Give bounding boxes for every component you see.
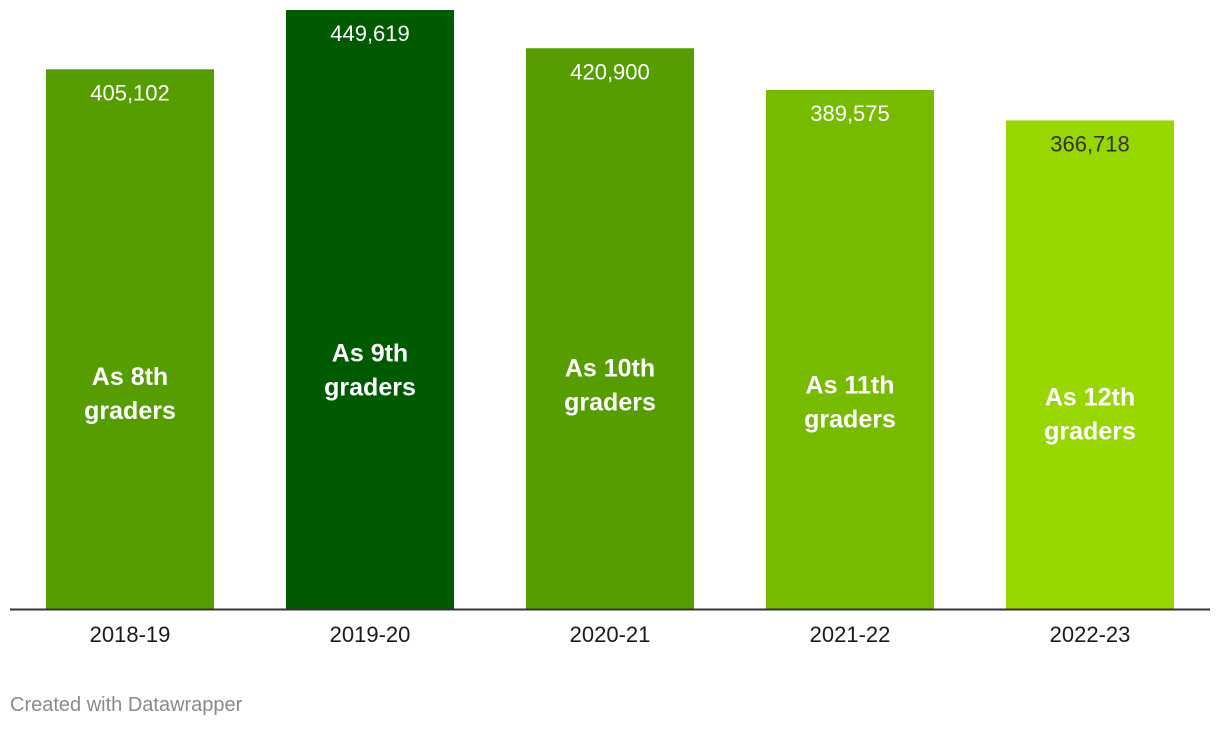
x-axis-ticks: 2018-19 2019-20 2020-21 2021-22 2022-23 [90,622,1131,647]
bar-inner-label: graders [804,405,896,433]
value-label: 405,102 [90,80,170,105]
bar-inner-label: As 9th [332,339,408,367]
bar-inner-label: graders [1044,418,1136,446]
x-tick-label: 2022-23 [1050,622,1131,647]
bar-inner-label: As 8th [92,363,168,391]
labels-group: 405,102 As 8th graders 449,619 As 9th graders… [84,21,1136,446]
bar-inner-label: graders [324,373,416,401]
bar-2022-23 [1006,120,1174,609]
bars-group [46,10,1174,610]
bar-2018-19 [46,69,214,609]
value-label: 420,900 [570,59,650,84]
value-label: 366,718 [1050,131,1130,156]
bar-2021-22 [766,89,934,609]
bar-chart: 405,102 As 8th graders 449,619 As 9th graders… [10,10,1210,647]
bar-2019-20 [286,10,454,609]
credit-text: Created with Datawrapper [10,694,243,716]
bar-inner-label: graders [84,397,176,425]
bar-inner-label: As 10th [565,355,655,383]
x-tick-label: 2020-21 [570,622,651,647]
bar-inner-label: As 12th [1045,384,1135,412]
value-label: 449,619 [330,21,410,46]
value-label: 389,575 [810,101,890,126]
x-tick-label: 2019-20 [330,622,411,647]
x-tick-label: 2018-19 [90,622,171,647]
bar-2020-21 [526,48,694,610]
x-tick-label: 2021-22 [810,622,891,647]
bar-inner-label: As 11th [806,371,895,399]
bar-inner-label: graders [564,389,656,417]
